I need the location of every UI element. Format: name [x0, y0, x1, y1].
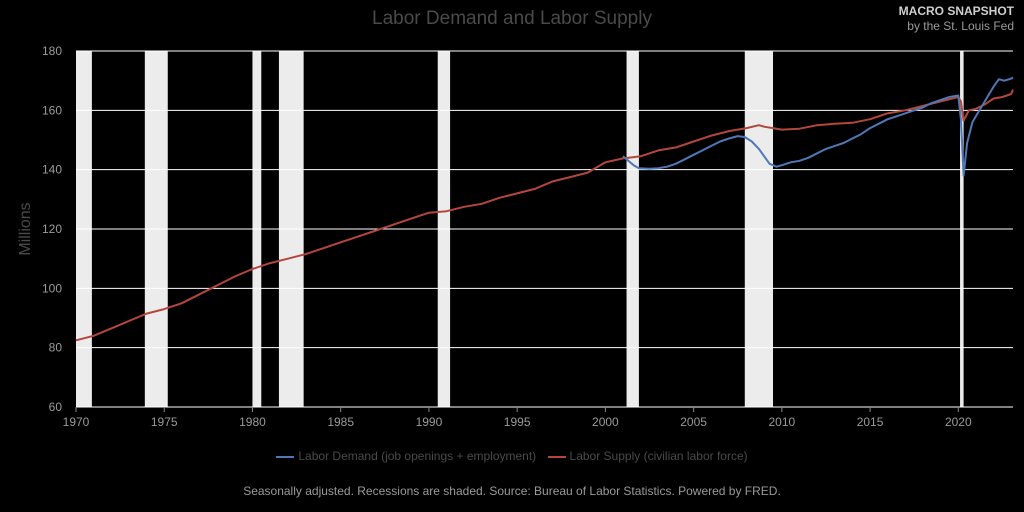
series-line-labor-demand [622, 76, 1014, 177]
brand-title: MACRO SNAPSHOT [898, 4, 1014, 18]
x-tick-label-2015: 2015 [857, 415, 884, 429]
x-tick-label-2000: 2000 [592, 415, 619, 429]
y-tick-label-120: 120 [42, 222, 62, 236]
x-tick-label-1975: 1975 [151, 415, 178, 429]
x-tick-label-1970: 1970 [63, 415, 90, 429]
y-tick-label-160: 160 [42, 103, 62, 117]
y-tick-label-60: 60 [49, 400, 63, 414]
y-axis-label: Millions [17, 202, 34, 255]
x-tick-label-1980: 1980 [239, 415, 266, 429]
x-tick-label-1985: 1985 [327, 415, 354, 429]
x-tick-label-2020: 2020 [945, 415, 972, 429]
y-tick-label-140: 140 [42, 163, 62, 177]
legend-swatch-demand [276, 455, 295, 458]
x-tick-label-2010: 2010 [768, 415, 795, 429]
legend-swatch-supply [547, 455, 566, 458]
series-line-labor-supply [75, 89, 1014, 342]
footer-note: Seasonally adjusted. Recessions are shad… [243, 484, 781, 498]
y-tick-label-180: 180 [42, 44, 62, 58]
x-tick-label-2005: 2005 [680, 415, 707, 429]
legend-item-demand[interactable]: Labor Demand (job openings + employment) [276, 449, 539, 463]
brand-block: MACRO SNAPSHOT by the St. Louis Fed [899, 4, 1014, 34]
x-tick-label-1995: 1995 [504, 415, 531, 429]
legend-item-supply[interactable]: Labor Supply (civilian labor force) [547, 449, 748, 463]
x-tick-label-1990: 1990 [416, 415, 443, 429]
legend-label-demand: Labor Demand (job openings + employment) [298, 449, 537, 463]
chart-title: Labor Demand and Labor Supply [372, 8, 652, 29]
y-tick-label-100: 100 [42, 281, 62, 295]
brand-subtitle: by the St. Louis Fed [907, 19, 1014, 33]
legend: Labor Demand (job openings + employment)… [0, 449, 1024, 463]
y-tick-label-80: 80 [49, 341, 63, 355]
legend-label-supply: Labor Supply (civilian labor force) [569, 449, 748, 463]
